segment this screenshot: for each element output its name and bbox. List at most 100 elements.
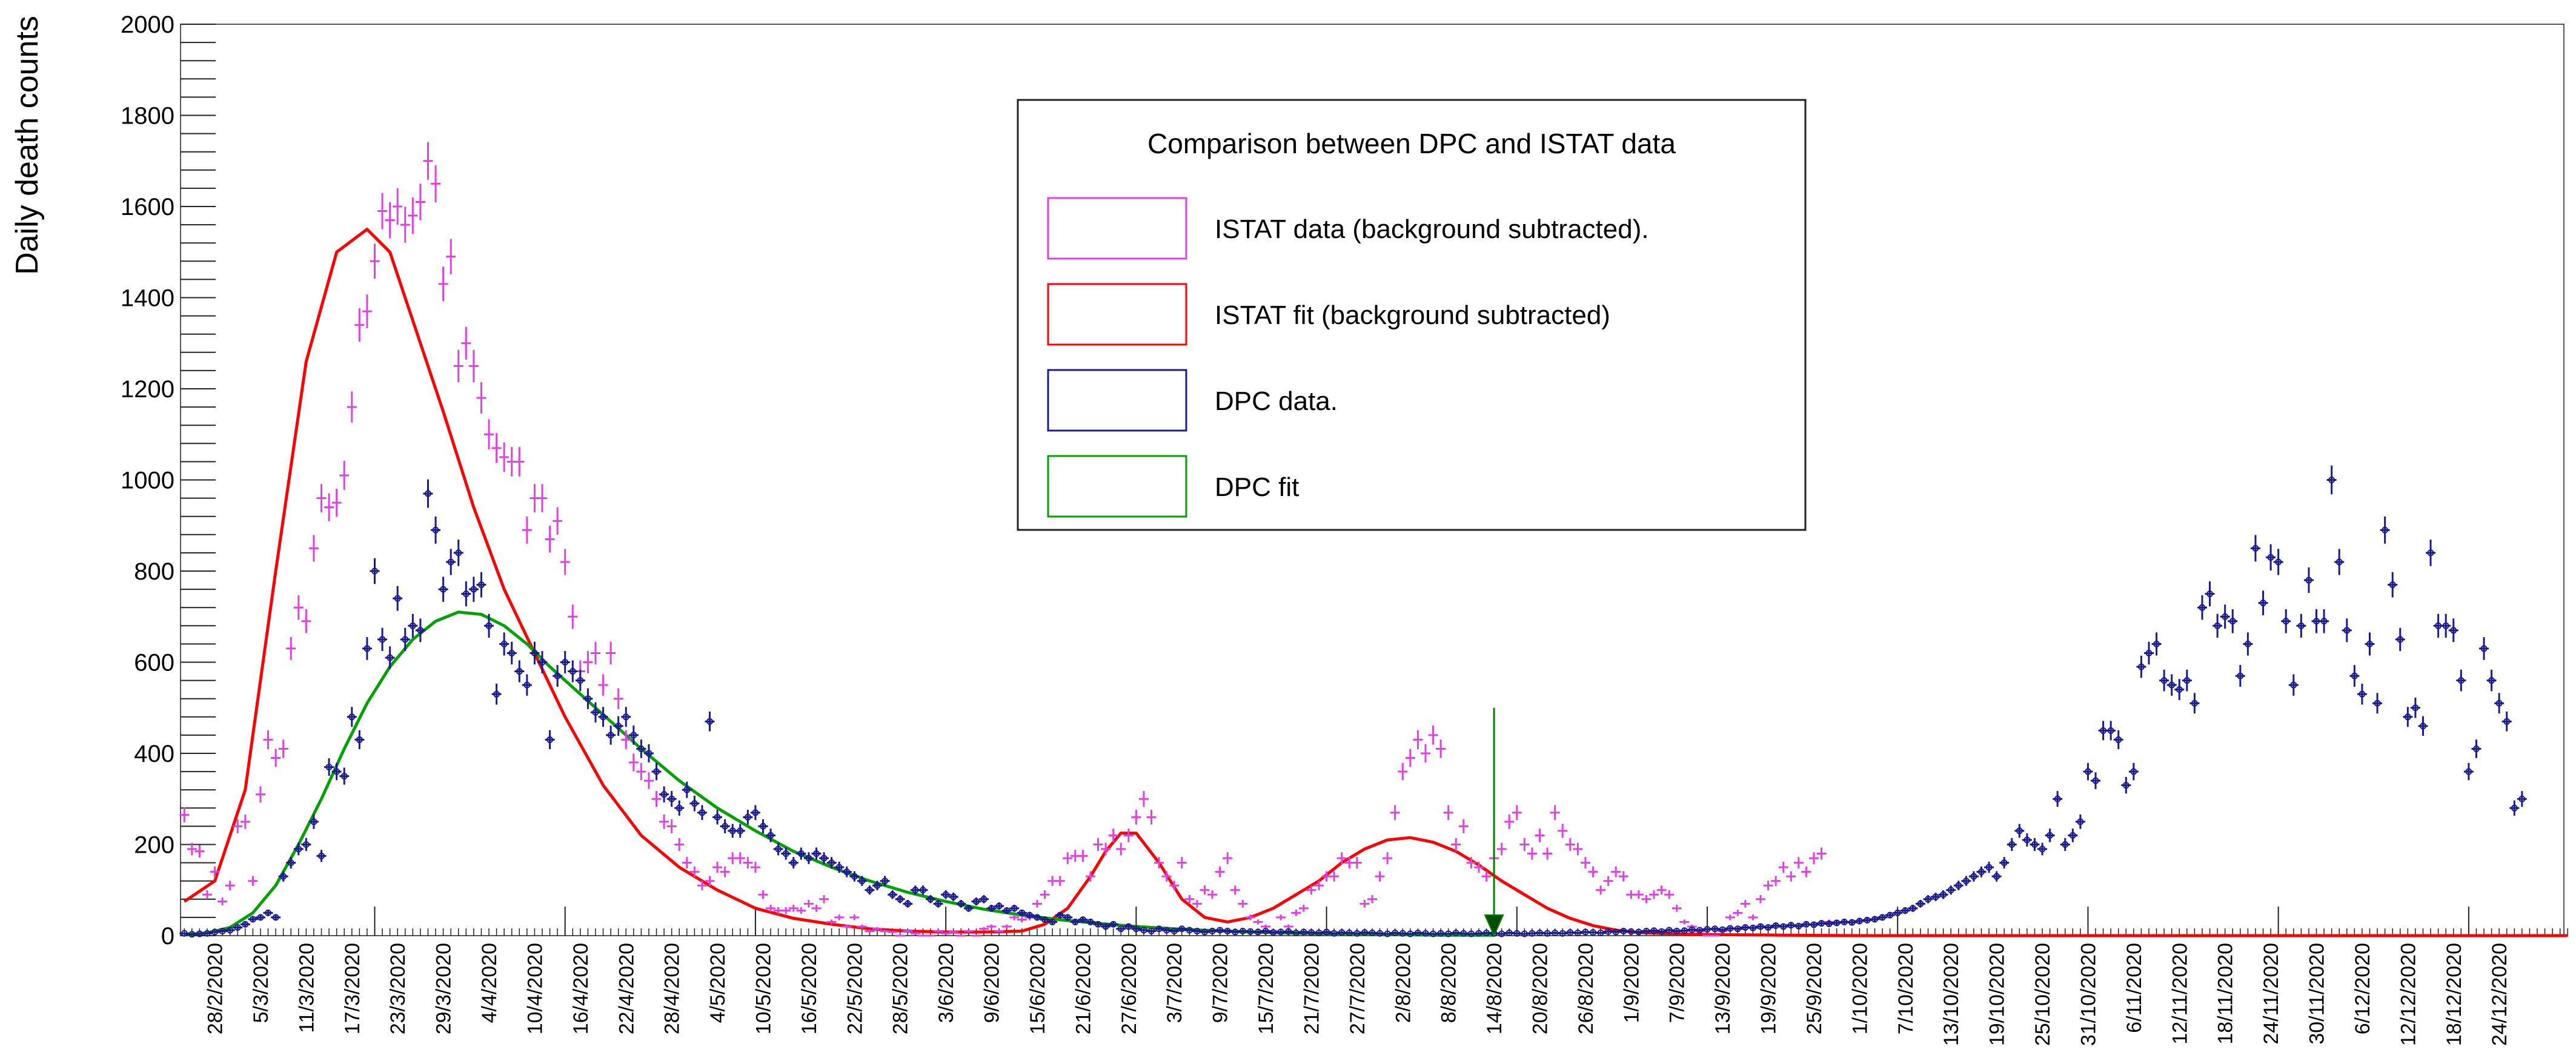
legend-entry-label: DPC data. — [1215, 386, 1338, 416]
point-marker — [660, 791, 668, 798]
point-marker — [2450, 627, 2457, 634]
dpc-data-point — [339, 767, 350, 785]
istat-data-point — [1786, 871, 1796, 882]
point-marker — [851, 873, 858, 880]
dpc-data-point — [743, 810, 753, 825]
dpc-data-point — [324, 758, 334, 776]
istat-data-point — [978, 927, 989, 931]
dpc-data-point — [941, 890, 951, 899]
point-marker — [927, 896, 934, 903]
point-marker — [310, 818, 317, 825]
dpc-data-point — [2205, 581, 2215, 607]
istat-data-point — [438, 266, 448, 302]
istat-data-point — [423, 142, 433, 180]
dpc-data-point — [575, 669, 585, 692]
x-tick-label: 4/5/2020 — [706, 943, 729, 1023]
istat-data-point — [1336, 852, 1347, 864]
istat-data-point — [210, 866, 220, 878]
dpc-data-point — [1040, 916, 1050, 924]
dpc-data-point — [1831, 919, 1842, 927]
dpc-data-point — [872, 881, 883, 891]
point-marker — [1810, 921, 1817, 928]
point-marker — [2153, 640, 2160, 647]
istat-data-point — [1169, 881, 1180, 891]
point-marker — [1262, 927, 1269, 934]
dpc-data-point — [2182, 669, 2192, 692]
x-tick-label: 28/5/2020 — [889, 943, 912, 1034]
x-tick-label: 2/8/2020 — [1392, 943, 1415, 1023]
dpc-data-point — [2053, 791, 2063, 807]
x-tick-label: 24/11/2020 — [2260, 943, 2283, 1045]
dpc-data-point — [963, 905, 974, 912]
istat-data-point — [1588, 866, 1598, 878]
dpc-data-point — [651, 762, 662, 781]
y-tick-label: 600 — [134, 650, 174, 676]
point-marker — [1079, 916, 1086, 924]
dpc-data-point — [233, 924, 243, 931]
dpc-data-point — [956, 900, 966, 908]
dpc-data-point — [918, 885, 928, 895]
istat-data-point — [1611, 866, 1621, 878]
dpc-data-point — [2349, 665, 2360, 687]
point-marker — [752, 809, 759, 816]
point-marker — [2313, 618, 2320, 625]
dpc-data-point — [2258, 590, 2268, 616]
data-points-layer — [179, 142, 2527, 938]
x-tick-label: 22/5/2020 — [843, 943, 866, 1034]
point-marker — [1270, 929, 1277, 936]
istat-data-point — [1291, 910, 1301, 916]
point-marker — [1711, 925, 1719, 933]
point-marker — [1392, 929, 1399, 936]
point-marker — [1376, 930, 1384, 937]
point-marker — [2335, 558, 2343, 566]
istat-data-point — [1801, 866, 1811, 878]
dpc-data-point — [499, 632, 510, 656]
dpc-data-point — [301, 838, 311, 851]
legend-swatch — [1047, 283, 1187, 346]
dpc-data-point — [948, 893, 958, 901]
dpc-data-point — [1991, 871, 2002, 882]
istat-data-point — [606, 641, 616, 665]
point-marker — [447, 558, 454, 566]
istat-data-point — [1771, 876, 1781, 886]
dpc-data-point — [2357, 683, 2367, 705]
y-axis-layer: 0 200 400 600 800 1000 1200 1400 1600 1800 2000 — [121, 12, 216, 950]
point-marker — [1962, 878, 1970, 885]
dpc-data-point — [849, 871, 860, 882]
istat-data-point — [1527, 847, 1537, 860]
dpc-data-point — [2007, 838, 2017, 851]
istat-data-point — [1040, 890, 1050, 899]
x-tick-label: 27/7/2020 — [1346, 943, 1369, 1034]
point-marker — [1574, 929, 1581, 936]
x-tick-label: 16/4/2020 — [569, 943, 593, 1034]
point-marker — [477, 581, 485, 589]
point-marker — [1567, 929, 1574, 936]
point-marker — [1407, 930, 1414, 937]
dpc-data-point — [1321, 928, 1332, 936]
dpc-data-point — [750, 805, 760, 821]
x-tick-label: 8/8/2020 — [1438, 943, 1461, 1023]
istat-data-point — [963, 930, 974, 933]
istat-data-point — [293, 595, 304, 620]
istat-data-point — [1032, 900, 1042, 908]
point-marker — [980, 896, 988, 903]
dpc-data-point — [1017, 909, 1027, 916]
dpc-data-point — [2213, 613, 2223, 638]
point-marker — [1277, 928, 1284, 936]
dpc-data-point — [666, 791, 677, 807]
dpc-data-point — [1329, 930, 1339, 937]
point-marker — [2518, 795, 2526, 802]
point-marker — [600, 713, 607, 721]
istat-data-point — [750, 861, 760, 873]
dpc-data-point — [880, 876, 890, 886]
dpc-data-point — [568, 660, 578, 683]
dpc-data-point — [385, 646, 395, 669]
point-marker — [1361, 929, 1368, 936]
istat-data-point — [339, 461, 350, 490]
istat-data-point — [499, 442, 510, 472]
point-marker — [1658, 928, 1665, 935]
istat-data-point — [1496, 842, 1507, 856]
dpc-data-point — [628, 726, 639, 745]
istat-data-point — [1375, 871, 1385, 882]
istat-data-point — [1116, 842, 1126, 856]
